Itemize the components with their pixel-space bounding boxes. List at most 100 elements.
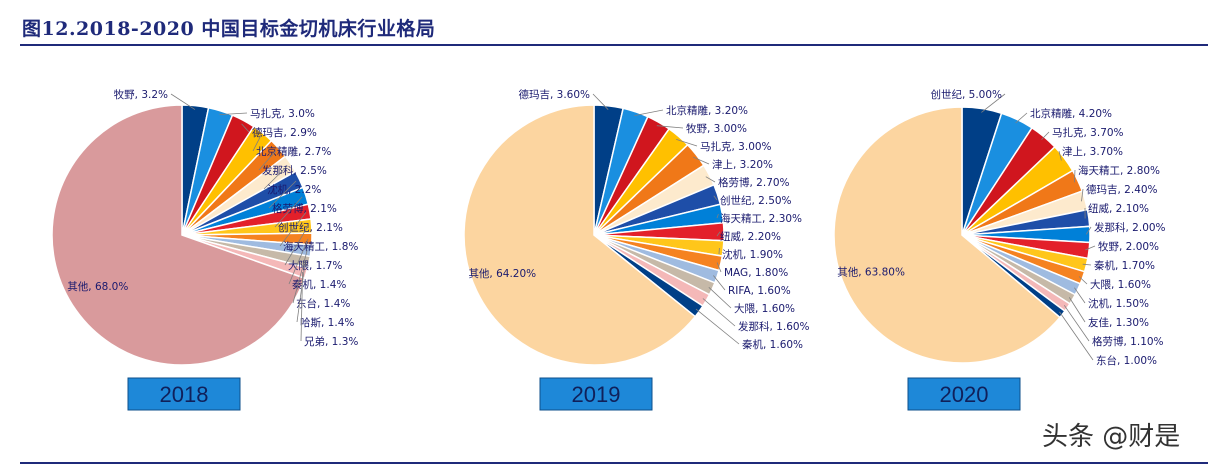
leader-line — [716, 262, 722, 273]
leader-line — [284, 226, 309, 266]
slice-label: 发那科, 2.00% — [1094, 221, 1166, 234]
slice-label: 哈斯, 1.4% — [300, 316, 354, 329]
slice-label: RIFA, 1.60% — [728, 285, 791, 297]
leader-line — [1078, 276, 1088, 285]
leader-line — [1015, 112, 1028, 124]
leader-line — [268, 180, 297, 209]
slice-label: 牧野, 3.00% — [686, 122, 747, 135]
year-box — [539, 377, 653, 411]
slice-label: 津上, 3.70% — [1062, 146, 1123, 158]
slice-label: 海天精工, 2.80% — [1078, 164, 1160, 177]
leader-line — [241, 123, 250, 133]
slice-label: 创世纪, 5.00% — [930, 88, 1002, 101]
slice-label: 创世纪, 2.50% — [720, 194, 792, 207]
leader-line — [1074, 287, 1086, 304]
leader-line — [300, 271, 303, 342]
year-box — [127, 377, 241, 411]
slice-label: 牧野, 3.2% — [114, 88, 168, 101]
slice-label: 马扎克, 3.70% — [1052, 126, 1124, 139]
leader-line — [705, 176, 716, 183]
slice-label: 德玛吉, 2.40% — [1086, 183, 1158, 196]
pie-slice — [463, 104, 697, 366]
slice-label: 海天精工, 2.30% — [720, 212, 802, 225]
slice-label: 马扎克, 3.0% — [250, 107, 315, 120]
slice-label: 友佳, 1.30% — [1088, 316, 1149, 329]
title-rule — [20, 44, 1208, 46]
slice-label: 秦机, 1.70% — [1094, 259, 1155, 272]
pie-chart-2020: 其他, 63.80% 创世纪, 5.00% 北京精雕, 4.20% 马扎克, 3.70… — [833, 88, 1166, 411]
leader-line — [634, 109, 664, 116]
pie-slice — [833, 106, 1061, 364]
leader-line — [695, 308, 740, 345]
slice-label: 其他, 63.80% — [837, 266, 905, 279]
leader-line — [1041, 131, 1050, 140]
slice-label: 纽威, 2.10% — [1088, 202, 1149, 215]
leader-line — [1058, 150, 1062, 161]
leader-line — [713, 195, 718, 201]
year-label: 2018 — [160, 382, 209, 407]
leader-line — [170, 93, 196, 110]
slice-label: 德玛吉, 3.60% — [518, 88, 590, 101]
leader-line — [263, 165, 288, 190]
leader-line — [252, 136, 261, 152]
slice-label: 马扎克, 3.00% — [700, 140, 772, 153]
slice-label: 其他, 64.20% — [468, 267, 536, 280]
leader-line — [693, 156, 710, 165]
leader-line — [1059, 311, 1094, 361]
slice-label: 东台, 1.4% — [296, 297, 350, 310]
year-box — [907, 377, 1021, 411]
leader-line — [592, 93, 609, 110]
year-label: 2020 — [940, 382, 989, 407]
leader-line — [1068, 297, 1086, 323]
leader-line — [292, 250, 308, 304]
slice-label: 发那科, 2.5% — [262, 164, 327, 177]
slice-label: 秦机, 1.4% — [292, 278, 346, 291]
leader-line — [676, 139, 698, 147]
slice-label: 发那科, 1.60% — [738, 320, 810, 333]
slice-label: MAG, 1.80% — [724, 267, 788, 279]
leader-line — [713, 275, 726, 291]
slice-label: 大隈, 1.60% — [734, 302, 795, 315]
leader-line — [1085, 245, 1096, 251]
slice-label: 沈机, 1.90% — [722, 248, 783, 261]
leader-line — [1074, 169, 1076, 183]
slice-label: 津上, 3.20% — [712, 159, 773, 171]
slice-label: 格劳博, 2.70% — [718, 176, 790, 189]
slice-label: 创世纪, 2.1% — [278, 221, 343, 234]
leader-line — [1082, 263, 1092, 266]
leader-line — [708, 287, 732, 309]
leader-line — [288, 238, 309, 285]
slice-label: 大隈, 1.7% — [288, 259, 342, 272]
pie-chart-2019: 其他, 64.20% 德玛吉, 3.60% 北京精雕, 3.20% 牧野, 3.00%… — [463, 88, 810, 411]
pie-chart-2018: 其他, 68.0% 牧野, 3.2% 马扎克, 3.0% 德玛吉, 2.9% 北京精雕,… — [51, 88, 358, 411]
slice-label: 沈机, 2.2% — [267, 183, 321, 196]
leader-line — [981, 93, 1006, 113]
leader-line — [716, 231, 721, 237]
slice-label: 德玛吉, 2.9% — [252, 126, 317, 139]
leader-line — [702, 298, 736, 327]
slice-label: 北京精雕, 3.20% — [666, 104, 748, 117]
slice-label: 兄弟, 1.3% — [304, 336, 358, 348]
slice-label: 纽威, 2.20% — [720, 230, 781, 243]
slice-label: 秦机, 1.60% — [742, 338, 803, 351]
leader-line — [1085, 226, 1092, 235]
leader-line — [279, 211, 307, 247]
bottom-rule — [20, 462, 1208, 464]
slice-label: 格劳博, 2.1% — [272, 202, 337, 215]
leader-line — [656, 125, 684, 129]
slice-label: 其他, 68.0% — [67, 280, 128, 293]
watermark: 头条 @财是 — [1042, 422, 1181, 452]
slice-label: 北京精雕, 2.7% — [256, 145, 331, 158]
leader-line — [1081, 188, 1084, 202]
slice-label: 沈机, 1.50% — [1088, 297, 1149, 310]
leader-line — [716, 213, 719, 219]
slice-label: 牧野, 2.00% — [1098, 240, 1159, 253]
slice-label: 格劳博, 1.10% — [1092, 335, 1164, 348]
leader-line — [1063, 305, 1090, 342]
slice-label: 北京精雕, 4.20% — [1030, 107, 1112, 120]
leader-line — [296, 261, 306, 323]
leader-line — [219, 112, 248, 115]
figure-title: 图12.2018-2020 中国目标金切机床行业格局 — [22, 18, 436, 40]
year-label: 2019 — [572, 382, 621, 407]
